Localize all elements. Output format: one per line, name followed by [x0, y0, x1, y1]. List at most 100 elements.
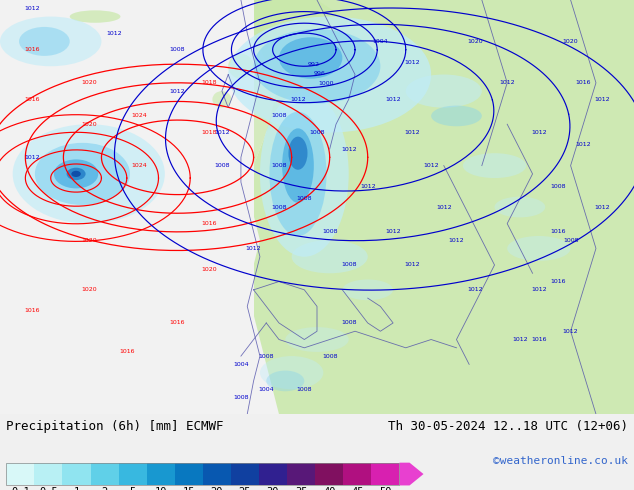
Bar	[315, 463, 343, 486]
Text: 1012: 1012	[385, 229, 401, 234]
Text: 1016: 1016	[531, 337, 547, 342]
Bar	[63, 463, 91, 486]
FancyArrow shape	[399, 463, 424, 486]
Bar	[372, 463, 399, 486]
Text: 20: 20	[210, 487, 223, 490]
Ellipse shape	[406, 74, 482, 108]
Ellipse shape	[13, 124, 165, 223]
Text: 1018: 1018	[202, 130, 217, 135]
Ellipse shape	[463, 153, 526, 178]
Text: 1008: 1008	[297, 196, 312, 201]
Bar	[119, 463, 146, 486]
Text: 1008: 1008	[271, 163, 287, 168]
Text: 1020: 1020	[81, 238, 96, 243]
Bar	[6, 463, 399, 486]
Text: 1: 1	[74, 487, 80, 490]
Text: 996: 996	[314, 71, 325, 76]
Text: 2: 2	[101, 487, 108, 490]
Ellipse shape	[254, 29, 380, 103]
Ellipse shape	[260, 91, 349, 257]
Text: 1020: 1020	[202, 267, 217, 271]
Text: 1012: 1012	[290, 97, 306, 102]
Text: 1016: 1016	[170, 320, 185, 325]
Text: 1008: 1008	[341, 263, 356, 268]
Text: 1016: 1016	[24, 97, 39, 102]
Text: 1008: 1008	[233, 395, 249, 400]
Text: 1016: 1016	[24, 308, 39, 313]
Text: 15: 15	[183, 487, 195, 490]
Ellipse shape	[288, 137, 307, 170]
Text: 1012: 1012	[595, 97, 610, 102]
Text: 1012: 1012	[449, 238, 464, 243]
Bar	[231, 463, 259, 486]
Text: 1012: 1012	[385, 97, 401, 102]
Text: 25: 25	[239, 487, 251, 490]
Ellipse shape	[431, 105, 482, 126]
Text: 1012: 1012	[404, 263, 420, 268]
Text: 1012: 1012	[246, 246, 261, 251]
Text: 1004: 1004	[373, 39, 388, 44]
Text: 1020: 1020	[563, 39, 578, 44]
Bar	[34, 463, 63, 486]
Text: 1012: 1012	[531, 130, 547, 135]
Ellipse shape	[292, 240, 368, 273]
Text: 1008: 1008	[341, 320, 356, 325]
Text: 1004: 1004	[233, 362, 249, 367]
Bar	[146, 463, 175, 486]
Text: 1012: 1012	[170, 89, 185, 94]
Text: 1020: 1020	[81, 122, 96, 127]
Text: 1008: 1008	[259, 354, 274, 359]
Text: 1016: 1016	[550, 279, 566, 284]
Ellipse shape	[282, 128, 314, 203]
Text: 1004: 1004	[259, 387, 274, 392]
Text: 1012: 1012	[500, 80, 515, 85]
Text: 1012: 1012	[360, 184, 375, 189]
Text: 35: 35	[295, 487, 307, 490]
Ellipse shape	[495, 196, 545, 218]
Text: 1012: 1012	[24, 6, 39, 11]
Text: 1012: 1012	[531, 287, 547, 293]
Text: 10: 10	[155, 487, 167, 490]
Ellipse shape	[285, 327, 349, 352]
Text: 1012: 1012	[24, 155, 39, 160]
Bar	[91, 463, 119, 486]
Ellipse shape	[54, 159, 98, 188]
Text: 1016: 1016	[24, 47, 39, 52]
Text: 1012: 1012	[595, 204, 610, 210]
Text: 40: 40	[323, 487, 335, 490]
Text: 1016: 1016	[119, 349, 134, 354]
Ellipse shape	[19, 27, 70, 56]
Text: 0.5: 0.5	[39, 487, 58, 490]
Bar	[259, 463, 287, 486]
Text: 1012: 1012	[214, 130, 230, 135]
Text: 1018: 1018	[202, 80, 217, 85]
Ellipse shape	[266, 370, 304, 392]
Text: 1024: 1024	[132, 163, 147, 168]
Polygon shape	[241, 0, 634, 414]
Text: 1024: 1024	[132, 113, 147, 119]
Ellipse shape	[342, 279, 393, 300]
Text: 1000: 1000	[318, 81, 334, 86]
Text: 1012: 1012	[404, 130, 420, 135]
Text: 1008: 1008	[214, 163, 230, 168]
Text: 1016: 1016	[202, 221, 217, 226]
Ellipse shape	[507, 236, 571, 261]
Text: Th 30-05-2024 12..18 UTC (12+06): Th 30-05-2024 12..18 UTC (12+06)	[387, 420, 628, 433]
Text: 5: 5	[129, 487, 136, 490]
Text: 1008: 1008	[271, 113, 287, 119]
Text: 1012: 1012	[107, 30, 122, 36]
Text: 1012: 1012	[563, 329, 578, 334]
Bar	[343, 463, 372, 486]
Text: ©weatheronline.co.uk: ©weatheronline.co.uk	[493, 456, 628, 466]
Text: 1020: 1020	[468, 39, 483, 44]
Text: Precipitation (6h) [mm] ECMWF: Precipitation (6h) [mm] ECMWF	[6, 420, 224, 433]
Text: 1012: 1012	[424, 163, 439, 168]
Bar	[0, 0, 254, 414]
Text: 1008: 1008	[271, 204, 287, 210]
Text: 1008: 1008	[170, 47, 185, 52]
Text: 1012: 1012	[468, 287, 483, 293]
Text: 50: 50	[379, 487, 392, 490]
Text: 1012: 1012	[512, 337, 527, 342]
Text: 1020: 1020	[81, 287, 96, 293]
Ellipse shape	[0, 17, 101, 66]
